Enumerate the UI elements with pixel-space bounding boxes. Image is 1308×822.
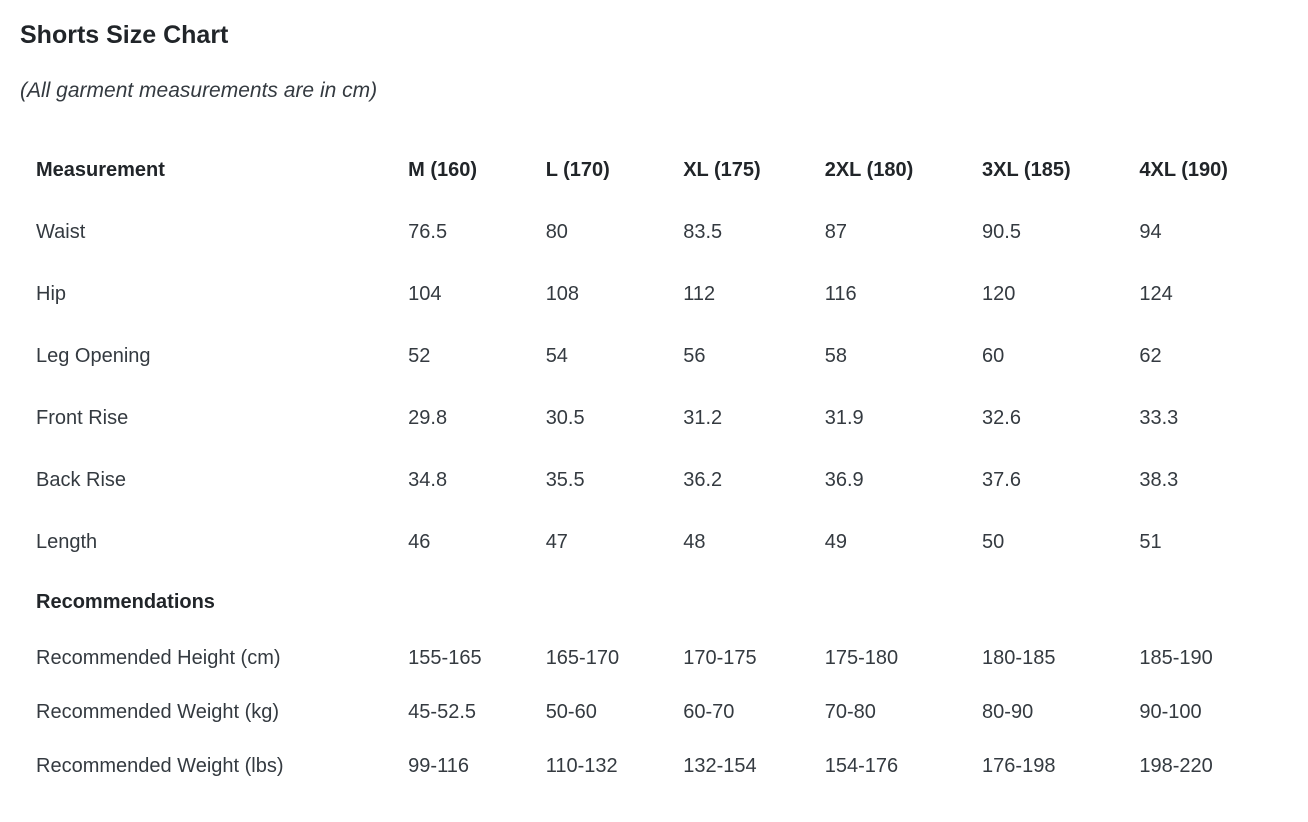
value-cell: 60 <box>982 345 1005 367</box>
value-cell: 76.5 <box>408 221 448 243</box>
value-cell: 45-52.5 <box>408 701 477 723</box>
table-row-recommended-weight-kg: Recommended Weight (kg) 45-52.5 50-60 60… <box>36 685 1290 739</box>
value-cell: 99-116 <box>408 755 469 777</box>
value-cell: 165-170 <box>545 647 620 669</box>
units-note: (All garment measurements are in cm) <box>20 79 378 102</box>
row-label: Front Rise <box>36 407 129 429</box>
row-label: Hip <box>36 283 67 305</box>
value-cell: 50-60 <box>545 701 597 723</box>
value-cell: 46 <box>408 531 431 553</box>
value-cell: 110-132 <box>545 755 618 777</box>
value-cell: 175-180 <box>824 647 899 669</box>
value-cell: 87 <box>824 221 847 243</box>
value-cell: 31.9 <box>824 407 864 429</box>
value-cell: 30.5 <box>545 407 585 429</box>
value-cell: 185-190 <box>1139 647 1213 669</box>
value-cell: 155-165 <box>408 647 482 669</box>
value-cell: 32.6 <box>982 407 1021 429</box>
row-label: Waist <box>36 221 86 243</box>
value-cell: 37.6 <box>982 469 1021 491</box>
column-header-size-2xl: 2XL (180) <box>824 159 914 181</box>
size-chart-page: Shorts Size Chart (All garment measureme… <box>20 21 1290 793</box>
row-label: Back Rise <box>36 469 127 491</box>
value-cell: 108 <box>545 283 580 305</box>
value-cell: 132-154 <box>683 755 757 777</box>
value-cell: 49 <box>824 531 847 553</box>
value-cell: 60-70 <box>683 701 735 723</box>
row-label: Recommended Height (cm) <box>36 647 281 669</box>
column-header-measurement: Measurement <box>36 159 165 181</box>
value-cell: 116 <box>824 283 857 305</box>
size-chart-table: Measurement M (160) L (170) XL (175) 2XL… <box>36 139 1290 793</box>
value-cell: 34.8 <box>408 469 448 491</box>
table-row-waist: Waist 76.5 80 83.5 87 90.5 94 <box>36 201 1290 263</box>
value-cell: 112 <box>683 283 716 305</box>
table-row-length: Length 46 47 48 49 50 51 <box>36 511 1290 573</box>
value-cell: 62 <box>1139 345 1162 367</box>
value-cell: 36.2 <box>683 469 723 491</box>
value-cell: 56 <box>683 345 706 367</box>
value-cell: 51 <box>1139 531 1162 553</box>
value-cell: 80 <box>545 221 568 243</box>
value-cell: 198-220 <box>1139 755 1213 777</box>
table-row-front-rise: Front Rise 29.8 30.5 31.2 31.9 32.6 33.3 <box>36 387 1290 449</box>
value-cell: 33.3 <box>1139 407 1179 429</box>
column-header-size-3xl: 3XL (185) <box>982 159 1071 181</box>
row-label: Length <box>36 531 98 553</box>
table-row-back-rise: Back Rise 34.8 35.5 36.2 36.9 37.6 38.3 <box>36 449 1290 511</box>
page-title: Shorts Size Chart <box>20 21 229 49</box>
value-cell: 29.8 <box>408 407 448 429</box>
value-cell: 36.9 <box>824 469 864 491</box>
value-cell: 47 <box>545 531 568 553</box>
table-row-leg-opening: Leg Opening 52 54 56 58 60 62 <box>36 325 1290 387</box>
table-row-recommended-height: Recommended Height (cm) 155-165 165-170 … <box>36 631 1290 685</box>
value-cell: 90.5 <box>982 221 1021 243</box>
value-cell: 58 <box>824 345 847 367</box>
row-label: Recommended Weight (kg) <box>36 701 280 723</box>
column-header-size-4xl: 4XL (190) <box>1139 159 1228 181</box>
value-cell: 176-198 <box>982 755 1056 777</box>
value-cell: 48 <box>683 531 706 553</box>
section-header-row: Recommendations <box>36 573 1290 631</box>
value-cell: 154-176 <box>824 755 899 777</box>
table-row-recommended-weight-lbs: Recommended Weight (lbs) 99-116 110-132 … <box>36 739 1290 793</box>
row-label: Leg Opening <box>36 345 151 367</box>
value-cell: 70-80 <box>824 701 876 723</box>
value-cell: 80-90 <box>982 701 1034 723</box>
value-cell: 31.2 <box>683 407 723 429</box>
value-cell: 38.3 <box>1139 469 1179 491</box>
section-header-label: Recommendations <box>36 591 215 613</box>
value-cell: 124 <box>1139 283 1173 305</box>
value-cell: 52 <box>408 345 431 367</box>
row-label: Recommended Weight (lbs) <box>36 755 284 777</box>
table-row-hip: Hip 104 108 112 116 120 124 <box>36 263 1290 325</box>
value-cell: 120 <box>982 283 1016 305</box>
header-row: Measurement M (160) L (170) XL (175) 2XL… <box>36 139 1290 201</box>
value-cell: 180-185 <box>982 647 1056 669</box>
value-cell: 94 <box>1139 221 1162 243</box>
value-cell: 54 <box>545 345 568 367</box>
column-header-size-m: M (160) <box>408 159 478 181</box>
value-cell: 104 <box>408 283 442 305</box>
column-header-size-xl: XL (175) <box>683 159 761 181</box>
value-cell: 170-175 <box>683 647 757 669</box>
column-header-size-l: L (170) <box>545 159 610 181</box>
value-cell: 83.5 <box>683 221 723 243</box>
value-cell: 50 <box>982 531 1005 553</box>
value-cell: 90-100 <box>1139 701 1202 723</box>
value-cell: 35.5 <box>545 469 585 491</box>
